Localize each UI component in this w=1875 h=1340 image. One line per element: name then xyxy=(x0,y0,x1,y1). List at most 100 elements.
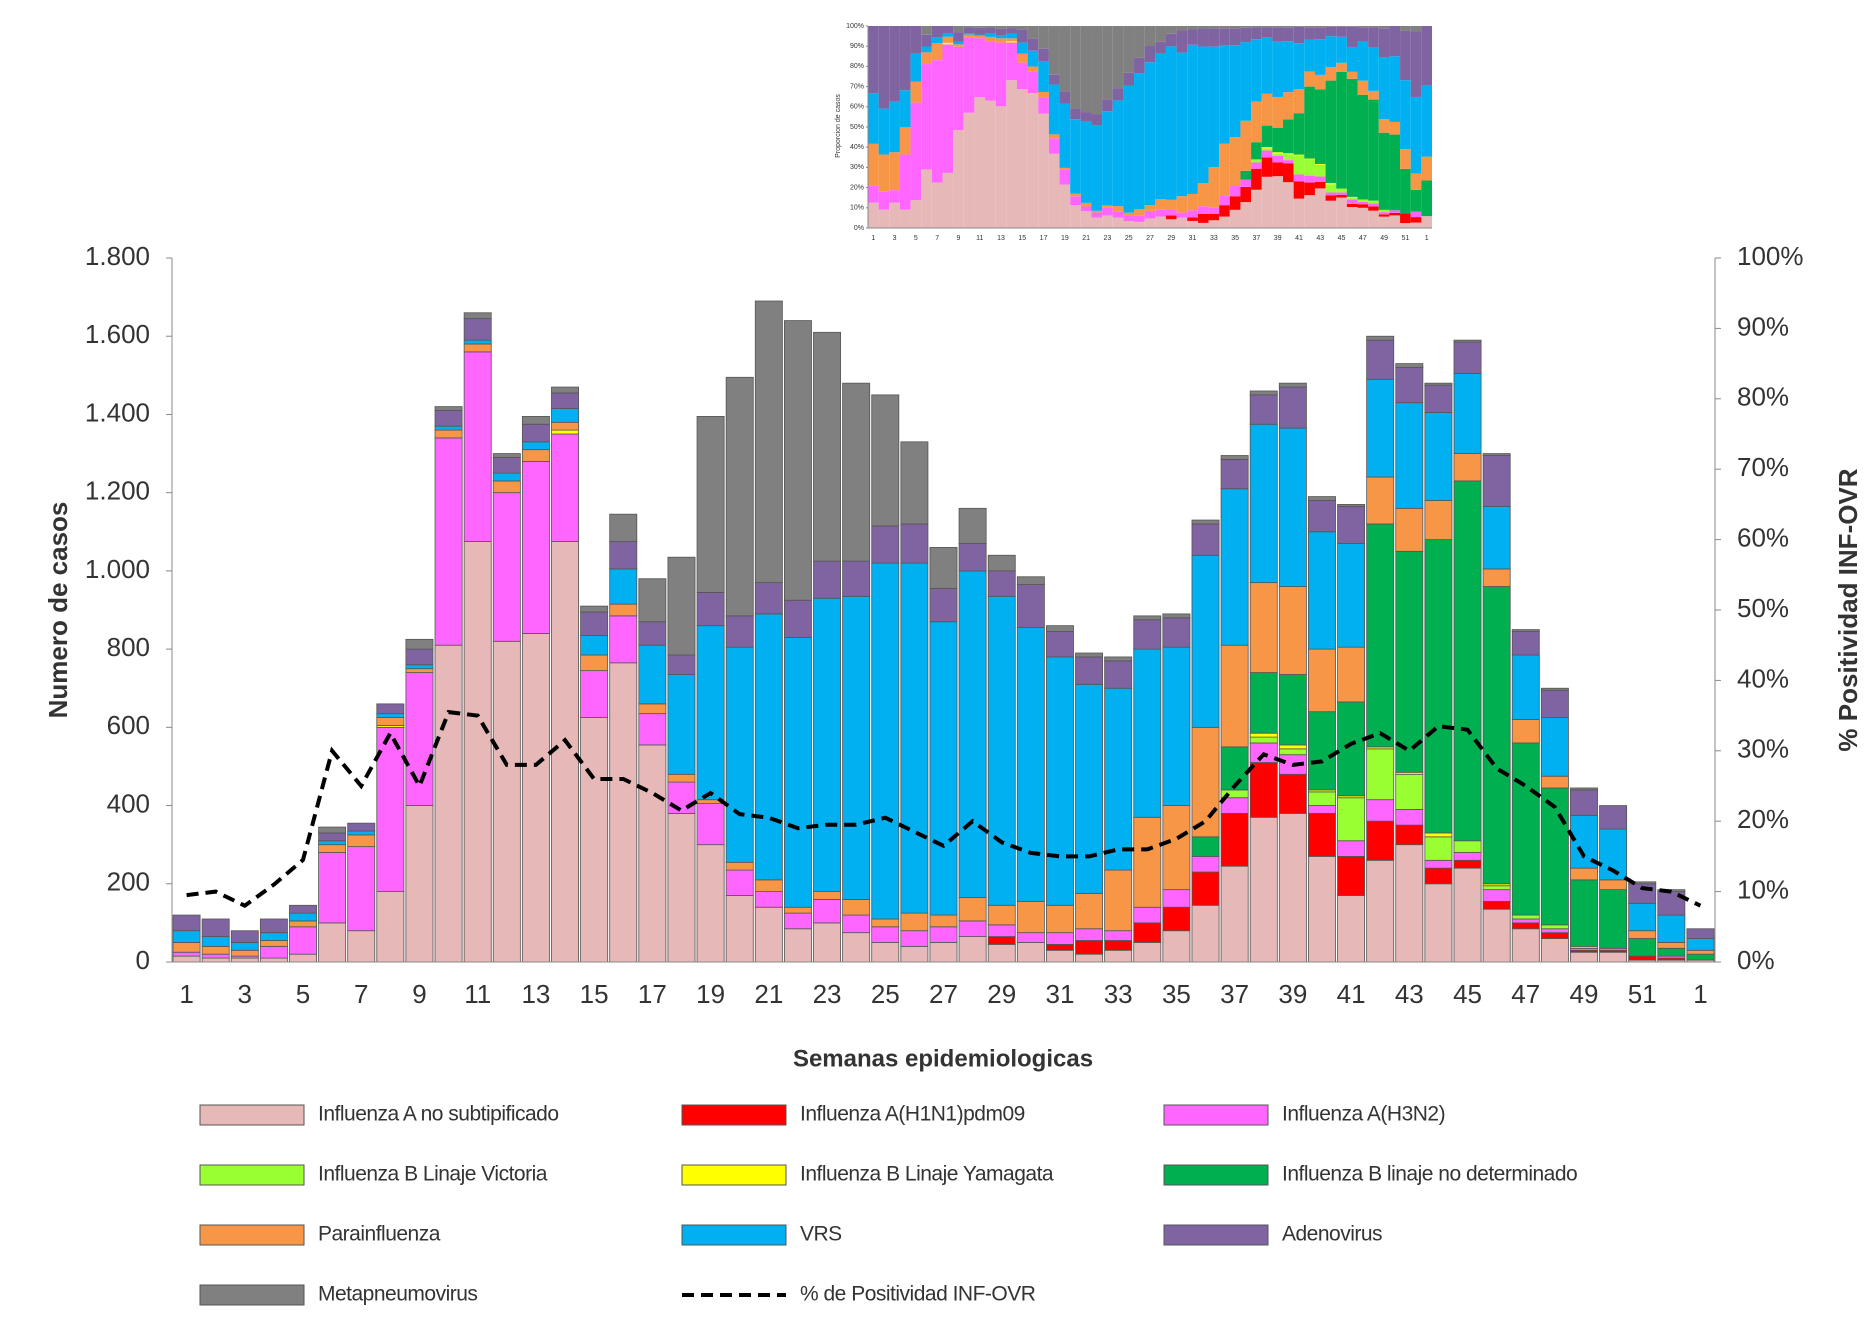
inset-bar-segment xyxy=(1112,211,1124,218)
bar-segment xyxy=(754,613,783,881)
inset-bar-segment xyxy=(899,26,911,91)
x-tick-label: 33 xyxy=(1104,979,1133,1009)
bar-segment xyxy=(1570,789,1598,816)
bar-segment xyxy=(667,674,696,775)
inset-x-tick-label: 41 xyxy=(1295,235,1303,242)
inset-bar-segment xyxy=(1325,195,1337,201)
bar-segment xyxy=(201,945,230,955)
inset-bar-segment xyxy=(1144,26,1156,47)
inset-bar-segment xyxy=(1027,66,1039,72)
bar-segment xyxy=(783,320,812,601)
inset-bar-segment xyxy=(1325,182,1337,185)
legend-label: Influenza A no subtipificado xyxy=(318,1103,559,1126)
bar-segment xyxy=(1045,631,1074,658)
bar-segment xyxy=(1686,938,1715,951)
bar-segment xyxy=(1453,859,1482,869)
inset-bar-segment xyxy=(1240,170,1252,180)
bar-segment xyxy=(1162,906,1191,932)
legend-label: Influenza B Linaje Yamagata xyxy=(800,1163,1054,1186)
inset-bar-segment xyxy=(1006,26,1017,29)
bar-segment xyxy=(609,513,638,542)
bar-segment xyxy=(1337,543,1366,648)
bar-segment xyxy=(580,605,609,613)
bar-segment xyxy=(667,812,696,963)
bar-segment xyxy=(201,953,230,959)
bar-segment xyxy=(1511,914,1540,920)
inset-bar-segment xyxy=(1006,38,1017,42)
inset-bar-segment xyxy=(1325,80,1337,183)
inset-bar-segment xyxy=(1176,52,1188,197)
inset-bar-segment xyxy=(1144,46,1156,63)
bar-segment xyxy=(1395,402,1424,509)
bar-segment xyxy=(1075,953,1104,963)
bar-segment xyxy=(725,376,754,617)
inset-x-tick-label: 35 xyxy=(1231,235,1239,242)
bar-segment xyxy=(1016,584,1045,628)
inset-bar-segment xyxy=(953,130,964,228)
legend-swatch xyxy=(199,1164,305,1186)
inset-bar-segment xyxy=(1410,26,1422,32)
x-tick-label: 37 xyxy=(1220,979,1249,1009)
bar-segment xyxy=(987,570,1016,597)
inset-bar-segment xyxy=(1283,182,1294,228)
bar-segment xyxy=(871,942,900,963)
inset-bar-segment xyxy=(953,44,964,47)
y2-tick-label: 20% xyxy=(1737,804,1789,834)
bar-segment xyxy=(1133,816,1162,908)
x-tick-label: 1 xyxy=(1693,979,1707,1009)
inset-bar-segment xyxy=(1080,206,1092,212)
bar-segment xyxy=(434,425,463,431)
inset-bar-segment xyxy=(1219,45,1230,144)
inset-bar-segment xyxy=(1261,148,1273,151)
bar-segment xyxy=(580,611,609,636)
inset-bar-segment xyxy=(1134,221,1145,228)
bar-segment xyxy=(1424,500,1453,541)
bar-segment xyxy=(1395,824,1424,846)
bar-segment xyxy=(1540,938,1569,963)
inset-bar-segment xyxy=(1336,62,1347,72)
inset-bar-segment xyxy=(1261,157,1273,177)
bar-segment xyxy=(842,382,871,562)
inset-bar-segment xyxy=(1251,26,1262,28)
bar-segment xyxy=(1162,930,1191,963)
inset-bar-segment xyxy=(1229,26,1241,29)
bar-segment xyxy=(871,926,900,943)
bar-segment xyxy=(958,543,987,572)
bar-segment xyxy=(1191,904,1220,963)
inset-bar-segment xyxy=(1293,43,1305,90)
bar-segment xyxy=(521,460,550,634)
inset-bar-segment xyxy=(1314,163,1326,165)
inset-bar-segment xyxy=(921,169,932,228)
inset-bar-segment xyxy=(953,46,964,131)
inset-bar-segment xyxy=(1219,28,1230,46)
bar-segment xyxy=(1249,816,1278,963)
bar-segment xyxy=(1308,648,1336,713)
legend-swatch xyxy=(1163,1164,1269,1186)
bar-segment xyxy=(1278,382,1307,388)
inset-x-tick-label: 45 xyxy=(1338,235,1346,242)
bar-segment xyxy=(1540,775,1569,789)
inset-bar-segment xyxy=(910,53,922,82)
bar-segment xyxy=(667,773,696,783)
inset-bar-segment xyxy=(1229,45,1241,138)
inset-bar-segment xyxy=(995,26,1007,29)
inset-bar-segment xyxy=(910,81,922,103)
inset-bar-segment xyxy=(1165,46,1177,200)
bar-segment xyxy=(1453,341,1482,374)
inset-bar-segment xyxy=(1346,26,1358,27)
bar-segment xyxy=(987,936,1016,945)
bar-segment xyxy=(1395,844,1424,963)
bar-segment xyxy=(1511,928,1540,963)
inset-bar-segment xyxy=(878,191,890,210)
inset-bar-segment xyxy=(1197,206,1209,214)
inset-bar-segment xyxy=(931,43,943,61)
y-tick-label: 600 xyxy=(107,710,150,740)
x-tick-label: 9 xyxy=(412,979,426,1009)
bar-segment xyxy=(1686,928,1715,939)
bar-segment xyxy=(1570,787,1598,791)
bar-segment xyxy=(871,562,900,920)
inset-bar-segment xyxy=(1378,214,1390,217)
bar-segment xyxy=(929,914,958,928)
y2-tick-label: 10% xyxy=(1737,874,1789,904)
inset-x-tick-label: 27 xyxy=(1146,235,1154,242)
